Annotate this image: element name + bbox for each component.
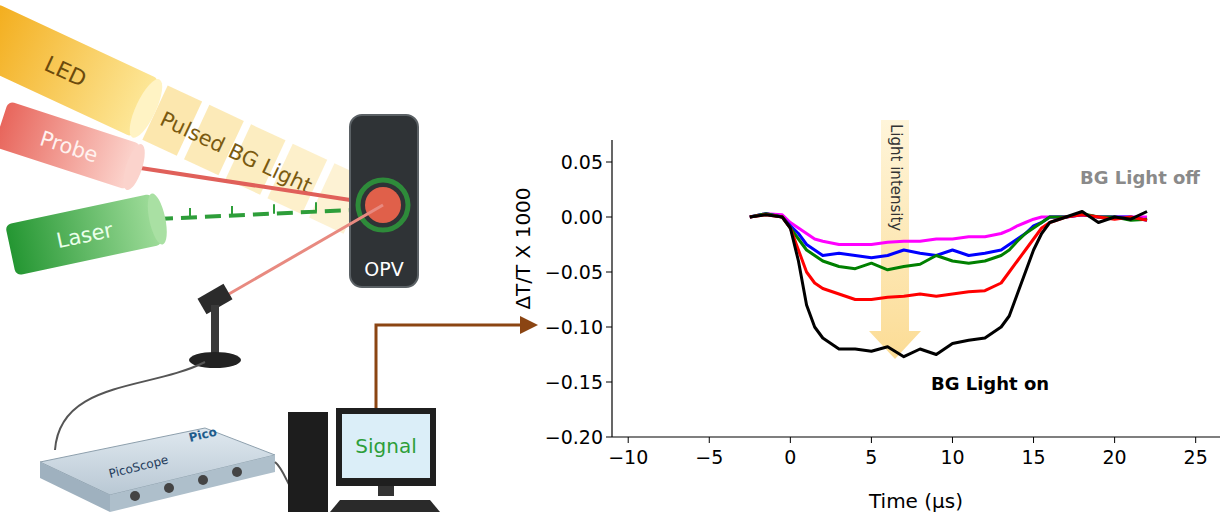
series-line bbox=[750, 212, 1147, 357]
series-line bbox=[750, 215, 1147, 300]
x-tick bbox=[709, 437, 710, 443]
laser-pulse bbox=[189, 208, 191, 218]
screen bbox=[342, 414, 430, 478]
y-axis bbox=[611, 140, 612, 437]
x-tick-label: 0 bbox=[784, 446, 796, 468]
connector-arrow-head bbox=[520, 316, 538, 334]
x-tick bbox=[790, 437, 791, 443]
bg-off-label: BG Light off bbox=[1080, 167, 1200, 188]
x-tick bbox=[1114, 437, 1115, 443]
scope-connector bbox=[130, 491, 140, 501]
y-tick-label: −0.15 bbox=[545, 371, 603, 393]
reflected-beam bbox=[222, 205, 383, 298]
x-axis-title: Time (μs) bbox=[868, 489, 963, 513]
x-tick-label: 20 bbox=[1103, 446, 1127, 468]
laser-pulse bbox=[231, 206, 233, 216]
scope-connector bbox=[232, 467, 242, 477]
laser-beam bbox=[157, 210, 352, 219]
laser-pulse bbox=[315, 202, 317, 212]
x-tick-label: −5 bbox=[695, 446, 723, 468]
laser-body bbox=[5, 194, 163, 276]
y-tick bbox=[606, 327, 612, 328]
scope-side bbox=[40, 462, 110, 512]
probe-source: Probe bbox=[0, 101, 149, 192]
monitor-stand bbox=[378, 486, 394, 496]
schematic: LEDPulsed BG LightProbe Laser OPV Pico PicoS… bbox=[0, 3, 538, 512]
chart: −0.20 −0.15 −0.10 −0.05 0.00 0.05 −10 −5 0 5 10 15 2… bbox=[511, 120, 1220, 513]
led-label: LED bbox=[41, 51, 91, 92]
y-tick-label: −0.10 bbox=[545, 316, 603, 338]
probe-beam bbox=[134, 167, 383, 205]
x-tick bbox=[1033, 437, 1034, 443]
scope-connector bbox=[198, 475, 208, 485]
y-axis-title: ΔT/T X 1000 bbox=[511, 187, 535, 309]
keyboard bbox=[330, 500, 440, 512]
x-tick-label: 15 bbox=[1021, 446, 1045, 468]
scope-connector bbox=[164, 483, 174, 493]
probe-face bbox=[119, 142, 149, 193]
laser-face bbox=[144, 192, 170, 246]
monitor bbox=[336, 408, 436, 486]
x-tick bbox=[628, 437, 629, 443]
y-tick-label: −0.05 bbox=[545, 261, 603, 283]
x-tick-label: 10 bbox=[940, 446, 964, 468]
probe-body bbox=[0, 101, 142, 190]
opv-label: OPV bbox=[364, 258, 403, 280]
bg-on-label: BG Light on bbox=[931, 373, 1049, 394]
y-tick bbox=[606, 162, 612, 163]
probe-label: Probe bbox=[37, 126, 101, 167]
x-tick-label: 5 bbox=[865, 446, 877, 468]
led-face bbox=[123, 75, 168, 141]
opv-device bbox=[350, 115, 418, 287]
pc-tower bbox=[288, 412, 328, 512]
x-tick-label: −10 bbox=[608, 446, 648, 468]
screen-label: Signal bbox=[355, 434, 416, 458]
y-tick bbox=[606, 217, 612, 218]
y-tick-label: −0.20 bbox=[545, 426, 603, 448]
series-line bbox=[750, 214, 1147, 270]
y-tick-label: 0.00 bbox=[561, 206, 603, 228]
detector-post bbox=[211, 305, 219, 353]
x-tick bbox=[1195, 437, 1196, 443]
intensity-label: Light intensity bbox=[887, 124, 905, 231]
laser-source: Laser bbox=[5, 192, 170, 276]
x-tick bbox=[952, 437, 953, 443]
scope-label: PicoScope bbox=[107, 453, 169, 481]
led-source: LEDPulsed BG Light bbox=[0, 3, 370, 235]
y-tick bbox=[606, 382, 612, 383]
x-tick bbox=[871, 437, 872, 443]
x-tick-label: 25 bbox=[1184, 446, 1208, 468]
y-tick bbox=[606, 437, 612, 438]
connector-arrow bbox=[376, 325, 520, 408]
x-axis bbox=[612, 436, 1220, 437]
series-line bbox=[750, 214, 1147, 245]
y-tick bbox=[606, 272, 612, 273]
laser-pulse bbox=[273, 204, 275, 214]
scope-logo: Pico bbox=[187, 424, 218, 444]
series-group bbox=[750, 212, 1147, 357]
figure: LEDPulsed BG LightProbe Laser OPV Pico PicoS… bbox=[0, 0, 1228, 523]
y-tick-label: 0.05 bbox=[561, 151, 603, 173]
laser-label: Laser bbox=[54, 218, 115, 253]
intensity-arrow bbox=[869, 120, 921, 359]
